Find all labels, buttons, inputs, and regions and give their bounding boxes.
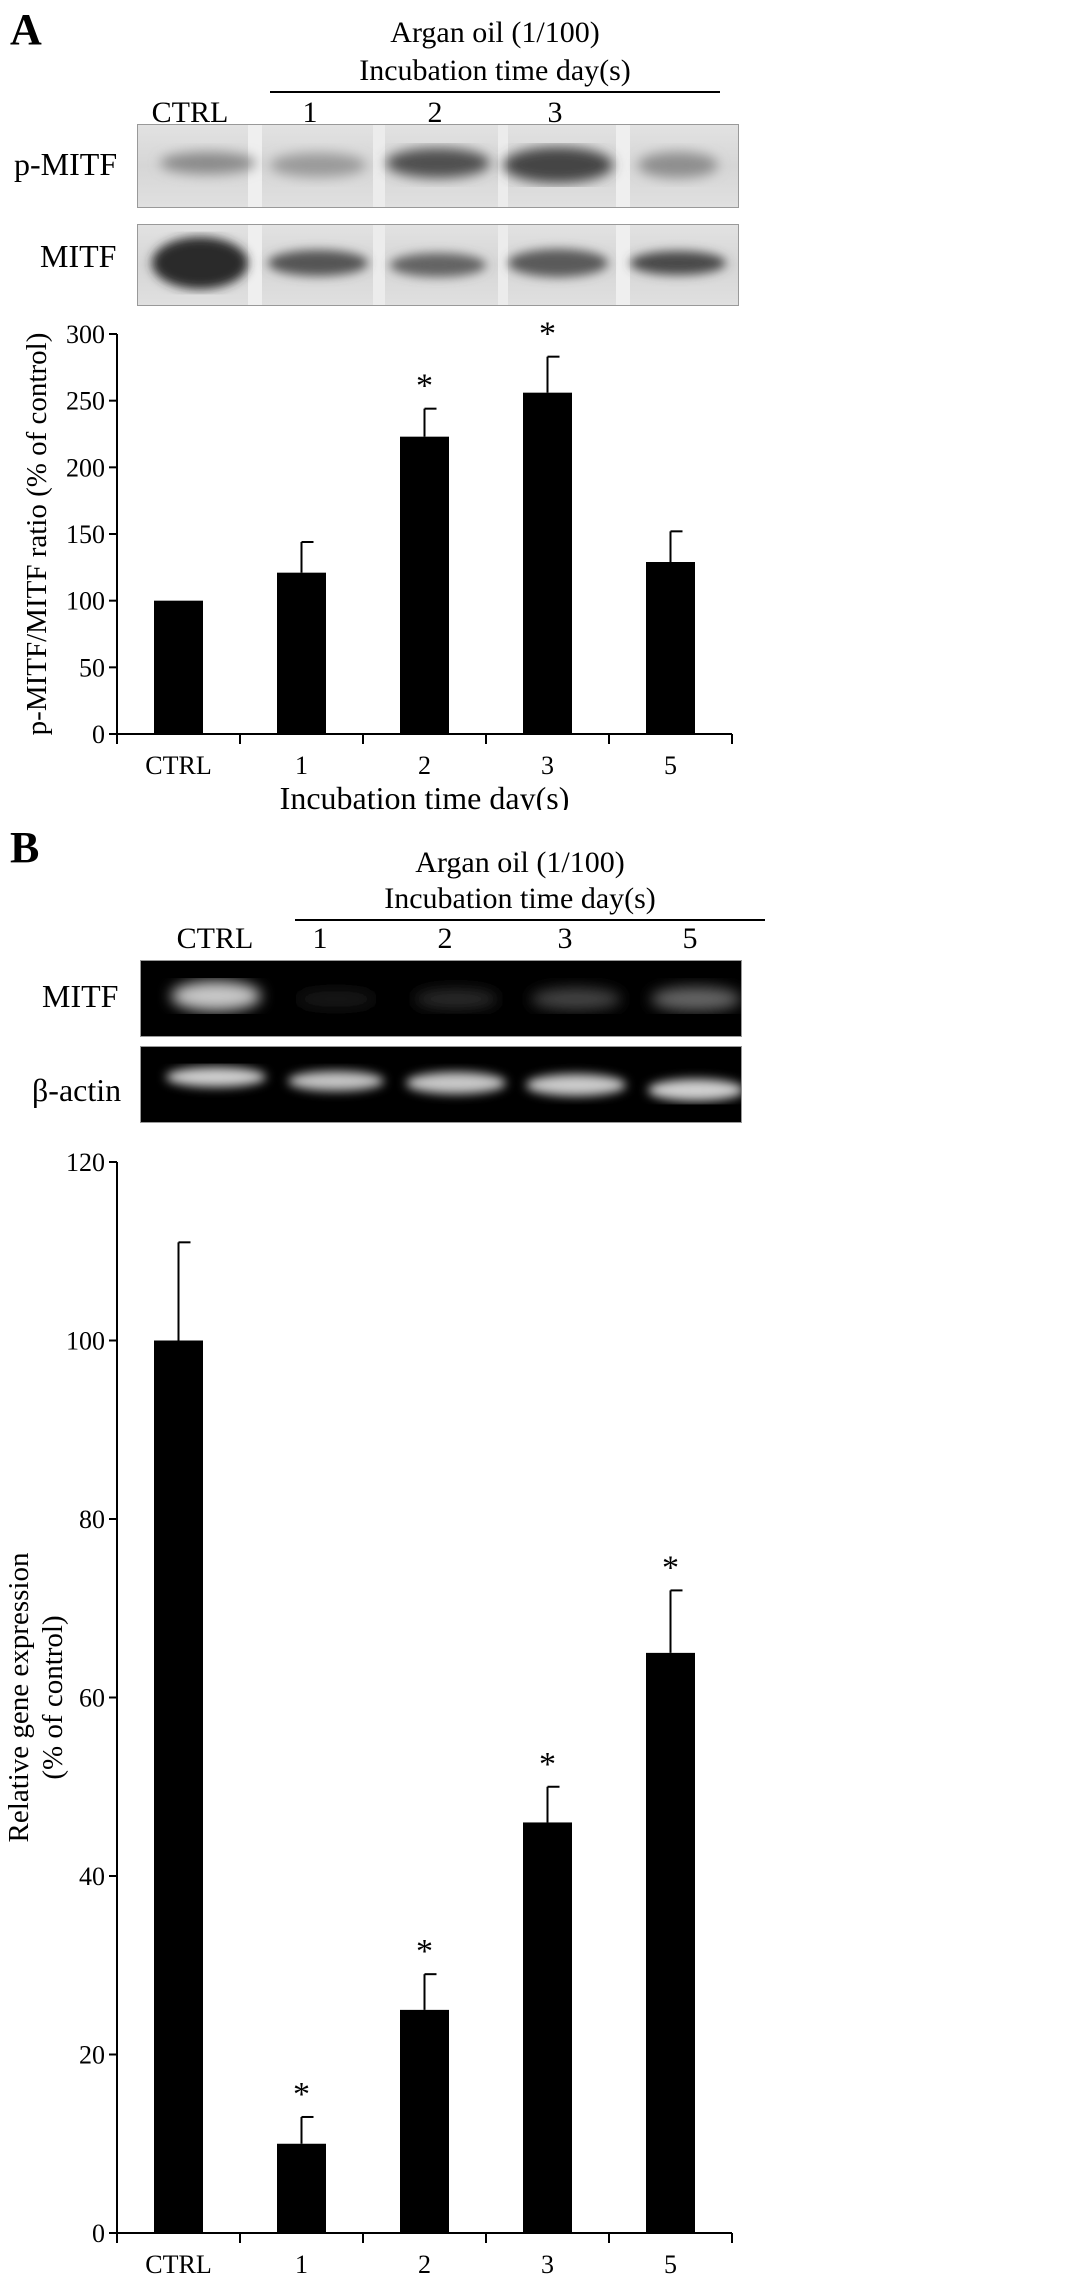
significance-marker: *: [539, 320, 556, 353]
panel-a-row-label-mitf: MITF: [40, 238, 117, 274]
panel-b-header-rule: [295, 919, 765, 921]
y-tick-label: 40: [79, 1862, 105, 1891]
panel-b-lane-ctrl: CTRL: [176, 922, 254, 955]
panel-a-lane-1: 1: [302, 96, 318, 129]
y-tick-label: 100: [66, 1327, 105, 1356]
y-tick-label: 150: [66, 520, 105, 549]
mitf-western-blot: [137, 224, 739, 306]
x-tick-label: 3: [541, 751, 554, 780]
bar: [400, 2009, 449, 2233]
panel-a-treatment-label: Argan oil (1/100): [390, 16, 600, 49]
y-tick-label: 80: [79, 1505, 105, 1534]
panel-b-lane-5: 5: [682, 922, 698, 955]
bar: [523, 1822, 572, 2233]
panel-b-letter: B: [10, 823, 40, 872]
y-tick-label: 100: [66, 587, 105, 616]
panel-a-header-rule: [270, 91, 720, 93]
bar: [646, 562, 695, 734]
panel-b-lane-3: 3: [557, 922, 573, 955]
p-mitf-ratio-bar-chart: 0 50 100 150 200 250 300 CTRL 1 * 2 * 3 5 Incubation t…: [21, 320, 733, 810]
bar: [154, 600, 203, 734]
panel-a-lane-2: 2: [427, 96, 443, 129]
panel-b-lane-2: 2: [437, 922, 453, 955]
mitf-pcr-gel: [140, 960, 742, 1037]
bar: [523, 392, 572, 734]
panel-a-lane-ctrl: CTRL: [151, 96, 229, 129]
x-tick-label: CTRL: [145, 751, 211, 780]
x-tick-label: CTRL: [145, 2250, 211, 2277]
panel-a-lane-3: 3: [547, 96, 563, 129]
x-tick-label: 5: [664, 751, 677, 780]
y-tick-label: 20: [79, 2041, 105, 2070]
panel-b-lane-1: 1: [312, 922, 328, 955]
significance-marker: *: [416, 368, 433, 405]
bar: [277, 572, 326, 734]
x-axis-label: Incubation time day(s): [280, 780, 570, 810]
y-tick-label: 50: [79, 653, 105, 682]
y-tick-label: 250: [66, 387, 105, 416]
x-tick-label: 2: [418, 751, 431, 780]
bar: [646, 1652, 695, 2233]
panel-b-row-label-beta-actin: β-actin: [32, 1072, 122, 1108]
y-tick-label: 120: [66, 1148, 105, 1177]
significance-marker: *: [662, 1549, 679, 1586]
significance-marker: *: [416, 1933, 433, 1970]
panel-b-treatment-label: Argan oil (1/100): [415, 846, 625, 879]
panel-b-time-label: Incubation time day(s): [384, 882, 656, 915]
panel-a-time-label: Incubation time day(s): [359, 54, 631, 87]
p-mitf-western-blot: [137, 124, 739, 208]
x-tick-label: 1: [295, 2250, 308, 2277]
bar: [154, 1340, 203, 2233]
panel-a-row-label-p-mitf: p-MITF: [14, 146, 118, 182]
y-axis-label: p-MITF/MITF ratio (% of control): [21, 333, 53, 736]
significance-marker: *: [293, 2076, 310, 2113]
x-tick-label: 1: [295, 751, 308, 780]
y-tick-label: 200: [66, 453, 105, 482]
y-tick-label: 0: [92, 720, 105, 749]
beta-actin-pcr-gel: [140, 1046, 742, 1123]
y-tick-label: 60: [79, 1684, 105, 1713]
panel-b-row-label-mitf: MITF: [42, 978, 119, 1014]
y-tick-label: 300: [66, 320, 105, 349]
x-tick-label: 2: [418, 2250, 431, 2277]
significance-marker: *: [539, 1746, 556, 1783]
x-tick-label: 3: [541, 2250, 554, 2277]
y-tick-label: 0: [92, 2219, 105, 2248]
bar: [400, 436, 449, 734]
x-tick-label: 5: [664, 2250, 677, 2277]
bar: [277, 2143, 326, 2233]
y-axis-label: Relative gene expression: [3, 1552, 35, 1842]
y-axis-label: (% of control): [37, 1615, 69, 1779]
panel-a-letter: A: [10, 5, 42, 54]
